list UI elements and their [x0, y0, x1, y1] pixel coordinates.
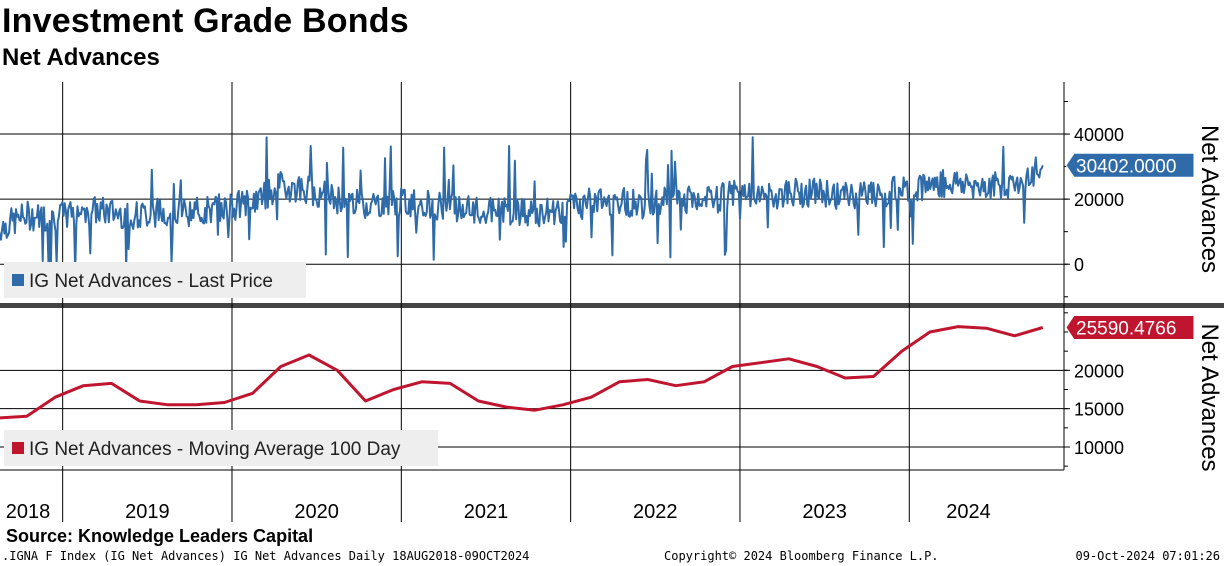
x-tick-label: 2022	[633, 501, 678, 523]
chart-subtitle: Net Advances	[2, 44, 160, 71]
security-descriptor: .IGNA F Index (IG Net Advances) IG Net A…	[2, 549, 530, 563]
series-line-moving-average	[0, 325, 1044, 420]
chart-title: Investment Grade Bonds	[2, 2, 409, 40]
legend-swatch	[12, 442, 24, 454]
last-value-label: 30402.0000	[1076, 156, 1176, 177]
last-value-label: 25590.4766	[1076, 318, 1176, 339]
y-axis-label: Net Advances	[1196, 323, 1223, 471]
x-tick-label: 2024	[946, 501, 991, 523]
legend-label: IG Net Advances - Last Price	[29, 271, 273, 292]
legend-box	[4, 430, 438, 466]
legend-swatch	[12, 274, 24, 286]
y-tick-label: 40000	[1074, 125, 1124, 145]
timestamp: 09-Oct-2024 07:01:26	[1075, 549, 1221, 563]
x-tick-label: 2023	[802, 501, 847, 523]
y-tick-label: 15000	[1074, 400, 1124, 420]
last-value-tag	[1065, 152, 1195, 178]
y-tick-label: 20000	[1074, 361, 1124, 381]
x-tick-label: 2019	[125, 501, 170, 523]
copyright-notice: Copyright© 2024 Bloomberg Finance L.P.	[664, 549, 939, 563]
panel-separator	[0, 303, 1224, 308]
y-tick-label: 20000	[1074, 190, 1124, 210]
last-value-tag	[1065, 314, 1195, 340]
x-tick-label: 2018	[6, 501, 51, 523]
source-note: Source: Knowledge Leaders Capital	[6, 526, 314, 546]
y-tick-label: 0	[1074, 255, 1084, 275]
x-tick-label: 2021	[464, 501, 509, 523]
x-tick-label: 2020	[294, 501, 339, 523]
chart-canvas: 2018 2019 2020 2021 2022 2023 2024 0 20000 40000 3…	[0, 82, 1224, 523]
y-axis-label: Net Advances	[1196, 125, 1223, 273]
legend-label: IG Net Advances - Moving Average 100 Day	[29, 439, 401, 460]
series-line-last-price	[0, 136, 1044, 273]
y-tick-label: 10000	[1074, 438, 1124, 458]
legend-box	[4, 262, 306, 298]
